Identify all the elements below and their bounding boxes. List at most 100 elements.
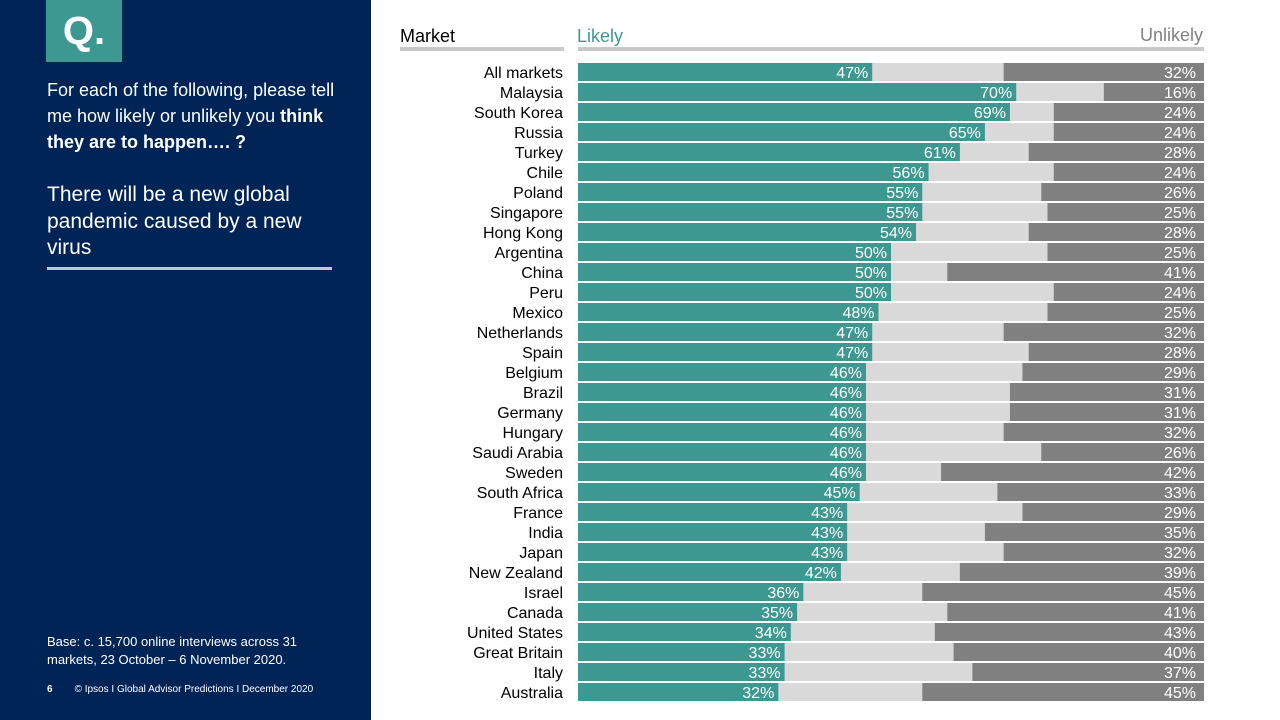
- likely-bar: [578, 383, 866, 401]
- market-label: Hong Kong: [483, 225, 563, 242]
- likely-bar: [578, 683, 779, 701]
- market-label: South Korea: [474, 105, 563, 122]
- unlikely-value-label: 41%: [1164, 605, 1196, 622]
- unlikely-value-label: 37%: [1164, 665, 1196, 682]
- unlikely-bar: [972, 663, 1204, 681]
- likely-bar: [578, 543, 848, 561]
- unlikely-bar: [997, 483, 1204, 501]
- unlikely-bar: [1053, 283, 1204, 301]
- unlikely-value-label: 39%: [1164, 565, 1196, 582]
- likely-bar: [578, 423, 866, 441]
- question-text: For each of the following, please tell m…: [47, 77, 347, 155]
- likely-header: Likely: [577, 26, 624, 46]
- unlikely-value-label: 31%: [1164, 385, 1196, 402]
- market-label: Germany: [497, 405, 563, 422]
- likely-bar: [578, 443, 866, 461]
- market-label: Italy: [534, 665, 563, 682]
- unlikely-bar: [1028, 223, 1204, 241]
- unlikely-bar: [1047, 243, 1204, 261]
- unlikely-bar: [1003, 63, 1204, 81]
- market-header-rule: [400, 47, 564, 51]
- market-label: All markets: [484, 65, 563, 82]
- likely-bar: [578, 323, 873, 341]
- unlikely-bar: [1003, 323, 1204, 341]
- likely-value-label: 70%: [980, 85, 1012, 102]
- market-label: Peru: [529, 285, 563, 302]
- likely-value-label: 33%: [749, 645, 781, 662]
- unlikely-value-label: 45%: [1164, 685, 1196, 702]
- market-label: France: [513, 505, 563, 522]
- footer-text: © Ipsos I Global Advisor Predictions I D…: [74, 684, 314, 695]
- unlikely-bar: [1009, 383, 1204, 401]
- unlikely-value-label: 33%: [1164, 485, 1196, 502]
- unlikely-bar: [1022, 363, 1204, 381]
- likely-value-label: 47%: [836, 325, 868, 342]
- likely-value-label: 46%: [830, 385, 862, 402]
- unlikely-bar: [941, 463, 1204, 481]
- market-label: New Zealand: [469, 565, 563, 582]
- likely-value-label: 43%: [811, 505, 843, 522]
- likely-bar: [578, 523, 848, 541]
- likely-value-label: 50%: [855, 265, 887, 282]
- likely-bar: [578, 223, 917, 241]
- unlikely-value-label: 42%: [1164, 465, 1196, 482]
- likely-value-label: 50%: [855, 245, 887, 262]
- unlikely-bar: [984, 523, 1204, 541]
- base-note: Base: c. 15,700 online interviews across…: [47, 634, 298, 667]
- question-badge: Q.: [46, 0, 122, 62]
- market-label: Brazil: [523, 385, 563, 402]
- market-label: India: [528, 525, 563, 542]
- likely-value-label: 33%: [749, 665, 781, 682]
- likely-value-label: 48%: [842, 305, 874, 322]
- unlikely-bar: [953, 643, 1204, 661]
- market-label: Poland: [513, 185, 563, 202]
- unlikely-value-label: 25%: [1164, 305, 1196, 322]
- statement-text: There will be a new global pandemic caus…: [47, 183, 302, 259]
- likely-value-label: 55%: [886, 205, 918, 222]
- unlikely-bar: [1028, 143, 1204, 161]
- footer: 6 © Ipsos I Global Advisor Predictions I …: [47, 684, 313, 695]
- market-label: Belgium: [505, 365, 563, 382]
- likely-value-label: 46%: [830, 465, 862, 482]
- likely-bar: [578, 243, 891, 261]
- likely-value-label: 34%: [755, 625, 787, 642]
- market-label: Russia: [514, 125, 563, 142]
- likely-value-label: 46%: [830, 425, 862, 442]
- unlikely-bar: [1028, 343, 1204, 361]
- unlikely-header: Unlikely: [1139, 25, 1203, 45]
- unlikely-bar: [1053, 123, 1204, 141]
- likely-bar: [578, 643, 785, 661]
- market-label: United States: [467, 625, 563, 642]
- unlikely-value-label: 41%: [1164, 265, 1196, 282]
- market-label: Hungary: [503, 425, 563, 442]
- unlikely-value-label: 24%: [1164, 105, 1196, 122]
- unlikely-bar: [934, 623, 1204, 641]
- market-label: China: [521, 265, 563, 282]
- unlikely-value-label: 32%: [1164, 425, 1196, 442]
- likely-bar: [578, 63, 873, 81]
- likely-value-label: 32%: [742, 685, 774, 702]
- likely-bar: [578, 143, 960, 161]
- unlikely-value-label: 32%: [1164, 545, 1196, 562]
- likely-value-label: 45%: [824, 485, 856, 502]
- likely-value-label: 61%: [924, 145, 956, 162]
- likely-value-label: 42%: [805, 565, 837, 582]
- likely-bar: [578, 663, 785, 681]
- market-label: Turkey: [515, 145, 563, 162]
- page-number: 6: [47, 684, 53, 695]
- likely-bar: [578, 183, 923, 201]
- likely-value-label: 50%: [855, 285, 887, 302]
- likely-bar: [578, 103, 1010, 121]
- unlikely-value-label: 28%: [1164, 225, 1196, 242]
- market-label: Malaysia: [500, 85, 563, 102]
- market-label: Chile: [527, 165, 564, 182]
- likely-value-label: 35%: [761, 605, 793, 622]
- likely-value-label: 65%: [949, 125, 981, 142]
- likely-bar: [578, 623, 791, 641]
- likely-bar: [578, 283, 891, 301]
- unlikely-value-label: 31%: [1164, 405, 1196, 422]
- unlikely-value-label: 24%: [1164, 165, 1196, 182]
- market-label: Great Britain: [473, 645, 563, 662]
- likely-value-label: 36%: [767, 585, 799, 602]
- unlikely-value-label: 35%: [1164, 525, 1196, 542]
